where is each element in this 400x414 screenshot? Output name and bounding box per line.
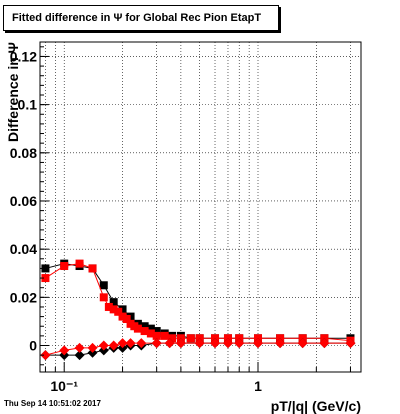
data-point-square	[133, 324, 142, 333]
y-tick-label: 0.12	[10, 48, 37, 64]
data-point-square	[152, 331, 161, 340]
data-point-diamond	[345, 338, 356, 349]
data-point-diamond	[222, 338, 233, 349]
series-line	[45, 263, 351, 339]
data-point-diamond	[297, 338, 308, 349]
data-point-diamond	[59, 345, 70, 356]
data-point-square	[99, 281, 108, 290]
data-point-square	[114, 307, 123, 316]
data-point-diamond	[136, 338, 147, 349]
axis-ticks	[40, 46, 351, 372]
data-point-square	[146, 329, 155, 338]
y-tick-label: 0.1	[18, 97, 38, 113]
y-axis-label: Difference in Ψ	[5, 42, 21, 142]
data-point-diamond	[108, 340, 119, 351]
data-point-square	[118, 305, 127, 314]
data-point-diamond	[319, 338, 330, 349]
chart-title: Fitted difference in Ψ for Global Rec Pi…	[3, 5, 279, 31]
data-point-square	[41, 274, 50, 283]
x-axis-label: pT/|q| (GeV/c)	[271, 398, 361, 414]
data-point-square	[140, 327, 149, 336]
plot-frame	[39, 41, 362, 373]
data-point-diamond	[117, 338, 128, 349]
data-point-diamond	[87, 342, 98, 353]
data-point-square	[160, 331, 169, 340]
data-point-square	[186, 334, 195, 343]
series-line	[45, 263, 351, 342]
data-point-square	[109, 305, 118, 314]
y-tick-label: 0	[29, 338, 37, 354]
grid-lines	[40, 42, 361, 372]
data-point-diamond	[253, 338, 264, 349]
x-tick-label: 10⁻¹	[50, 378, 78, 394]
data-point-square	[168, 334, 177, 343]
timestamp-footer: Thu Sep 14 10:51:02 2017	[4, 399, 101, 408]
data-point-diamond	[151, 338, 162, 349]
tick-labels: 0 0.02 0.04 0.06 0.08 0.1 0.12 10⁻¹ 1	[10, 48, 262, 394]
data-point-square	[104, 302, 113, 311]
data-series	[40, 259, 356, 361]
data-point-square	[99, 293, 108, 302]
data-point-square	[109, 298, 118, 307]
data-point-square	[41, 264, 50, 273]
data-point-diamond	[164, 338, 175, 349]
data-point-diamond	[234, 338, 245, 349]
data-point-square	[75, 259, 84, 268]
x-tick-label: 1	[254, 378, 262, 394]
data-point-square	[146, 324, 155, 333]
data-point-square	[88, 264, 97, 273]
data-point-square	[60, 262, 69, 271]
y-tick-label: 0.02	[10, 289, 37, 305]
data-point-square	[118, 312, 127, 321]
data-point-diamond	[194, 338, 205, 349]
data-point-diamond	[175, 338, 186, 349]
y-tick-label: 0.08	[10, 145, 37, 161]
data-point-diamond	[210, 338, 221, 349]
data-point-square	[152, 327, 161, 336]
data-point-square	[140, 322, 149, 331]
y-tick-label: 0.04	[10, 241, 37, 257]
data-point-diamond	[98, 340, 109, 351]
data-point-square	[122, 315, 131, 324]
data-point-diamond	[74, 350, 85, 361]
data-point-diamond	[40, 350, 51, 361]
data-point-diamond	[74, 342, 85, 353]
data-point-diamond	[275, 338, 286, 349]
data-point-diamond	[125, 338, 136, 349]
y-tick-label: 0.06	[10, 193, 37, 209]
